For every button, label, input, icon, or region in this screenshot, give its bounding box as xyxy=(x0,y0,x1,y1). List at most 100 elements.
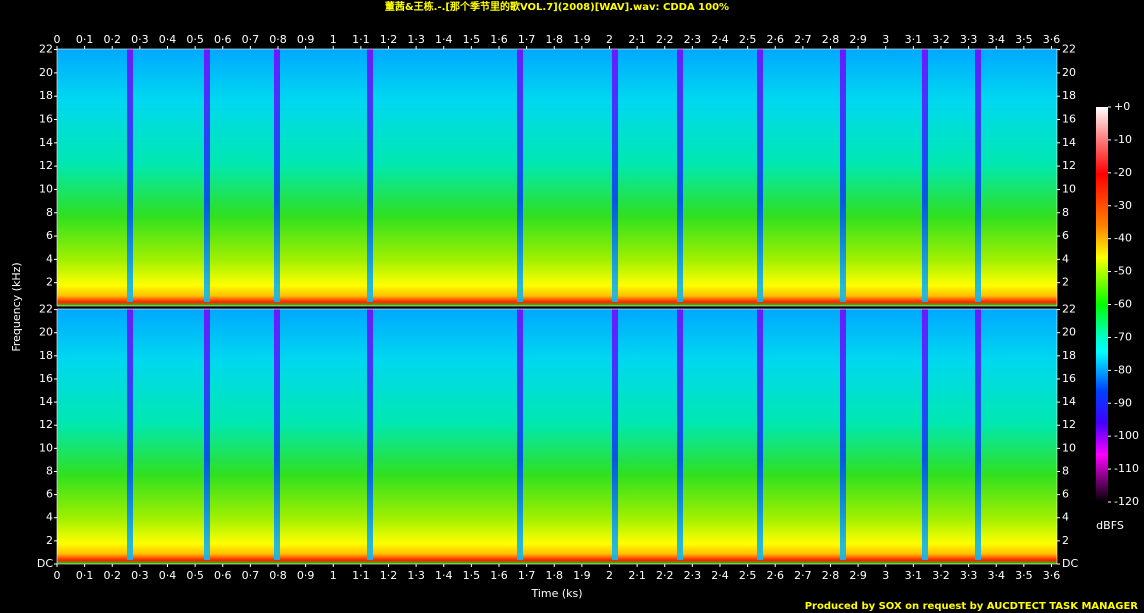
colorbar-tick-label: -20 xyxy=(1114,166,1132,179)
y-tick-label: 8 xyxy=(46,206,53,219)
track-gap xyxy=(367,49,373,302)
x-tick-label: 0·4 xyxy=(159,569,177,582)
x-tick-label: 1·1 xyxy=(352,33,370,46)
y-tick-label: 16 xyxy=(1062,372,1076,385)
x-tick-label: 1·4 xyxy=(435,33,453,46)
y-tick-label: 2 xyxy=(46,534,53,547)
y-tick-label: 2 xyxy=(46,276,53,289)
y-tick-label: 18 xyxy=(1062,349,1076,362)
x-tick-label: 1·6 xyxy=(490,569,508,582)
y-tick-label: 10 xyxy=(1062,182,1076,195)
x-tick-label: 2·7 xyxy=(794,569,812,582)
y-tick-label: 20 xyxy=(1062,66,1076,79)
x-tick-label: 2·2 xyxy=(656,569,674,582)
panel-border xyxy=(56,308,1058,565)
y-tick-label: 20 xyxy=(39,326,53,339)
x-tick-label: 0·3 xyxy=(131,569,149,582)
x-tick-label: 3 xyxy=(882,33,889,46)
x-tick-label: 2 xyxy=(606,33,613,46)
track-gap xyxy=(127,49,133,302)
x-tick-label: 3·6 xyxy=(1043,33,1061,46)
footer: Produced by SOX on request by AUCDTECT T… xyxy=(805,601,1139,612)
track-gap xyxy=(274,309,280,560)
y-tick-label: 22 xyxy=(39,43,53,56)
x-tick-label: 0 xyxy=(54,569,61,582)
x-tick-label: 3·4 xyxy=(987,569,1005,582)
x-tick-label: 2·6 xyxy=(766,33,784,46)
x-tick-label: 1·7 xyxy=(518,569,536,582)
x-tick-label: 0·8 xyxy=(269,33,287,46)
track-gap xyxy=(204,49,210,302)
x-tick-label: 3·5 xyxy=(1015,569,1033,582)
x-tick-label: 1·2 xyxy=(380,33,398,46)
colorbar-tick-label: -50 xyxy=(1114,265,1132,278)
colorbar-tick-label: -110 xyxy=(1114,462,1139,475)
y-tick-label: 14 xyxy=(39,395,53,408)
x-tick-label: 1·8 xyxy=(545,33,563,46)
x-tick-label: 2·9 xyxy=(849,33,867,46)
x-tick-label: 3·3 xyxy=(960,33,978,46)
x-tick-label: 2·8 xyxy=(822,33,840,46)
x-tick-label: 3·4 xyxy=(987,33,1005,46)
x-tick-label: 1·8 xyxy=(545,569,563,582)
x-tick-label: 2·5 xyxy=(739,569,757,582)
y-tick-label: 20 xyxy=(39,66,53,79)
colorbar-tick-label: -120 xyxy=(1114,495,1139,508)
spectrogram-panel xyxy=(57,309,1057,564)
y-tick-label: 8 xyxy=(1062,464,1069,477)
x-tick-label: 1·7 xyxy=(518,33,536,46)
x-tick-label: 2·7 xyxy=(794,33,812,46)
y-tick-label: 6 xyxy=(46,229,53,242)
colorbar-tick-label: -90 xyxy=(1114,396,1132,409)
track-gap xyxy=(612,49,618,302)
y-tick-label: 18 xyxy=(1062,89,1076,102)
x-tick-label: 2·1 xyxy=(628,569,646,582)
x-tick-label: 2·3 xyxy=(684,33,702,46)
colorbar xyxy=(1096,107,1108,502)
x-tick-label: 2·8 xyxy=(822,569,840,582)
x-tick-label: 2·3 xyxy=(684,569,702,582)
x-tick-label: 3·3 xyxy=(960,569,978,582)
x-tick-label: 0·7 xyxy=(242,33,260,46)
x-tick-label: 1·9 xyxy=(573,33,591,46)
x-tick-label: 0 xyxy=(54,33,61,46)
y-tick-label: 14 xyxy=(1062,136,1076,149)
x-axis-label: Time (ks) xyxy=(530,587,582,600)
y-tick-label: 18 xyxy=(39,89,53,102)
colorbar-tick-label: -70 xyxy=(1114,330,1132,343)
x-tick-label: 2·9 xyxy=(849,569,867,582)
y-tick-label: 12 xyxy=(39,159,53,172)
x-tick-label: 1 xyxy=(330,33,337,46)
track-gap xyxy=(367,309,373,560)
x-tick-label: 1·4 xyxy=(435,569,453,582)
track-gap xyxy=(975,49,981,302)
colorbar-tick-label: -60 xyxy=(1114,298,1132,311)
track-gap xyxy=(677,309,683,560)
y-tick-label: 10 xyxy=(39,182,53,195)
x-tick-label: 1·9 xyxy=(573,569,591,582)
x-tick-label: 2·6 xyxy=(766,569,784,582)
y-tick-label: 22 xyxy=(1062,303,1076,316)
chart-title: 董茜&王栋.-.[那个季节里的歌VOL.7](2008)[WAV].wav: C… xyxy=(385,0,729,13)
y-tick-label: 4 xyxy=(1062,252,1069,265)
x-tick-label: 3·2 xyxy=(932,33,950,46)
track-gap xyxy=(274,49,280,302)
x-tick-label: 2·4 xyxy=(711,33,729,46)
x-tick-label: 3·2 xyxy=(932,569,950,582)
colorbar-tick-label: -40 xyxy=(1114,232,1132,245)
y-tick-label: 6 xyxy=(46,488,53,501)
track-gap xyxy=(612,309,618,560)
colorbar-tick-label: -80 xyxy=(1114,363,1132,376)
x-tick-label: 2·1 xyxy=(628,33,646,46)
track-gap xyxy=(757,49,763,302)
x-tick-label: 2·2 xyxy=(656,33,674,46)
y-tick-label: 16 xyxy=(39,372,53,385)
y-tick-label: 4 xyxy=(1062,511,1069,524)
y-tick-label: 20 xyxy=(1062,326,1076,339)
colorbar-tick-label: -30 xyxy=(1114,199,1132,212)
spectrogram-panel xyxy=(57,49,1057,306)
track-gap xyxy=(517,49,523,302)
x-tick-label: 3 xyxy=(882,569,889,582)
